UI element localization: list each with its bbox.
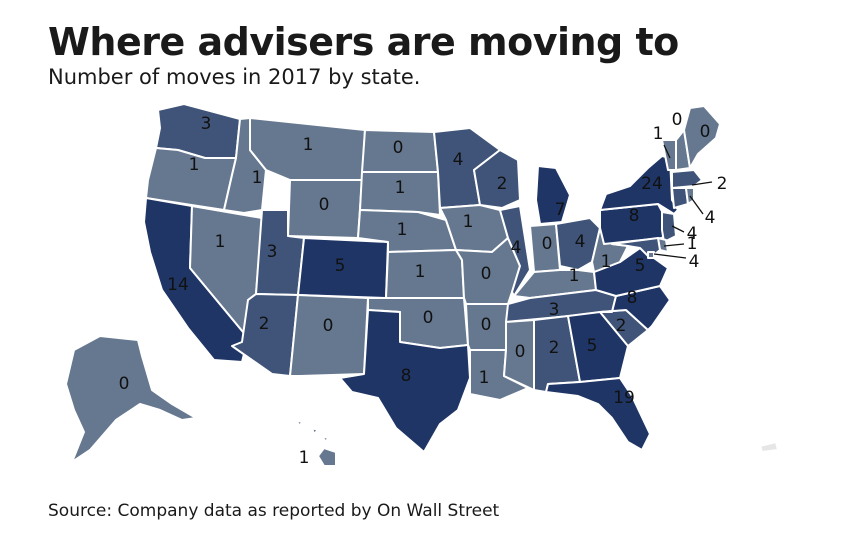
value-label-TN: 3 — [549, 300, 560, 320]
value-label-WI: 2 — [497, 174, 508, 194]
value-label-MI: 7 — [555, 200, 566, 220]
value-label-IN: 0 — [542, 234, 553, 254]
state-IL — [499, 205, 531, 297]
value-label-CT: 4 — [705, 208, 716, 228]
value-label-LA: 1 — [479, 368, 490, 388]
value-label-NH: 0 — [672, 110, 683, 130]
value-label-DE: 1 — [687, 234, 698, 254]
value-label-FL: 19 — [613, 388, 635, 408]
value-label-OH: 4 — [575, 232, 586, 252]
value-label-ID: 1 — [252, 168, 263, 188]
state-GA — [567, 311, 629, 383]
state-NJ — [661, 211, 677, 243]
state-ME — [683, 105, 721, 169]
leader-RI — [689, 195, 704, 215]
leader-VT — [663, 144, 671, 159]
state-TX — [339, 309, 471, 453]
value-label-NM: 0 — [323, 316, 334, 336]
value-label-IA: 1 — [463, 212, 474, 232]
leader-MD — [653, 253, 687, 259]
leader-DE — [663, 243, 685, 247]
state-NM — [289, 294, 369, 377]
state-FL — [545, 377, 651, 451]
state-MA — [671, 169, 703, 189]
value-label-MD: 4 — [689, 252, 700, 272]
value-label-OR: 1 — [189, 155, 200, 175]
state-WI — [473, 149, 521, 209]
value-label-PA: 8 — [629, 206, 640, 226]
value-label-TX: 8 — [401, 366, 412, 386]
value-label-SC: 2 — [616, 316, 627, 336]
value-label-WA: 3 — [201, 114, 212, 134]
value-label-VT: 1 — [653, 124, 664, 144]
value-label-AL: 2 — [549, 338, 560, 358]
state-MS — [503, 319, 535, 391]
map-title: Where advisers are moving to — [48, 20, 679, 64]
value-label-AK: 0 — [119, 374, 130, 394]
state-SD — [359, 171, 441, 216]
value-label-MA: 2 — [717, 174, 728, 194]
value-label-ME: 0 — [700, 122, 711, 142]
value-label-NJ: 4 — [687, 224, 698, 244]
value-label-NV: 1 — [215, 232, 226, 252]
value-label-SD: 1 — [395, 178, 406, 198]
leader-NJ — [671, 225, 685, 233]
source-note: Source: Company data as reported by On W… — [48, 501, 500, 521]
state-DC — [647, 251, 655, 259]
value-label-OK: 0 — [423, 308, 434, 328]
value-label-AZ: 2 — [259, 314, 270, 334]
leader-MA — [691, 181, 713, 186]
state-HI — [295, 419, 337, 467]
value-label-WV: 1 — [601, 252, 612, 272]
value-label-WY: 0 — [319, 195, 330, 215]
value-label-HI: 1 — [299, 448, 310, 468]
value-label-MS: 0 — [515, 342, 526, 362]
value-label-KY: 1 — [569, 266, 580, 286]
value-label-MN: 4 — [453, 150, 464, 170]
territory-PR — [759, 441, 779, 453]
value-label-IL: 4 — [511, 238, 522, 258]
state-AK — [65, 335, 197, 463]
value-label-NY: 24 — [641, 174, 663, 194]
value-label-GA: 5 — [587, 336, 598, 356]
value-label-CO: 5 — [335, 256, 346, 276]
value-label-KS: 1 — [415, 262, 426, 282]
label-leader-lines — [653, 144, 713, 259]
value-label-MO: 0 — [481, 264, 492, 284]
value-label-ND: 0 — [393, 138, 404, 158]
value-label-NC: 8 — [627, 288, 638, 308]
map-subtitle: Number of moves in 2017 by state. — [48, 65, 421, 89]
value-label-AR: 0 — [481, 315, 492, 335]
value-label-CA: 14 — [167, 275, 189, 295]
state-MO — [455, 237, 521, 305]
value-label-MT: 1 — [303, 135, 314, 155]
value-label-UT: 3 — [267, 242, 278, 262]
value-label-NE: 1 — [397, 220, 408, 240]
value-label-VA: 5 — [635, 256, 646, 276]
